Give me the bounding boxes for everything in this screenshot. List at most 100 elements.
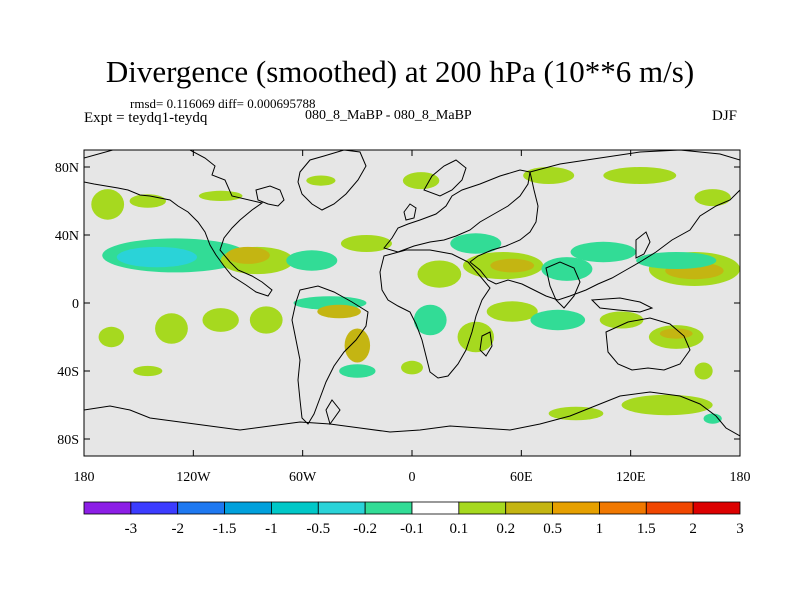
y-tick-label: 80N xyxy=(55,161,79,176)
coastline-antarctic-peninsula xyxy=(325,399,341,426)
anomaly-patch-7 xyxy=(694,189,731,207)
x-tick-label: 120W xyxy=(176,470,211,485)
anomaly-patch-4 xyxy=(402,172,440,190)
anomaly-patch-31 xyxy=(413,304,447,336)
coastline-hudson xyxy=(255,185,285,207)
coastline-north-america xyxy=(84,150,273,297)
anomaly-patch-29 xyxy=(344,328,371,363)
anomaly-patch-11 xyxy=(226,246,270,264)
coastline-asia xyxy=(469,150,740,301)
x-tick-label: 120E xyxy=(616,470,646,485)
x-tick-label: 180 xyxy=(730,470,751,485)
colorbar-label: -1 xyxy=(265,521,278,537)
anomaly-patch-3 xyxy=(306,175,336,186)
colorbar-label: -0.5 xyxy=(306,521,330,537)
y-tick-label: 40S xyxy=(57,365,79,380)
coastline-indonesia xyxy=(590,297,654,313)
coastline-antarctica xyxy=(84,391,740,437)
colorbar-swatch xyxy=(505,501,553,515)
anomaly-patch-33 xyxy=(457,321,494,353)
anomaly-patch-18 xyxy=(541,257,593,281)
colorbar-label: 0.1 xyxy=(449,521,468,537)
colorbar-swatch xyxy=(317,501,366,515)
anomaly-patch-19 xyxy=(570,241,637,263)
anomaly-patch-26 xyxy=(249,306,283,334)
y-tick-label: 80S xyxy=(57,433,79,448)
coastline-australia xyxy=(605,317,691,371)
chart-title: Divergence (smoothed) at 200 hPa (10**6 … xyxy=(105,54,695,89)
coastlines xyxy=(84,150,740,437)
coastline-uk xyxy=(403,203,417,221)
anomaly-patch-6 xyxy=(603,167,677,184)
y-tick-label: 0 xyxy=(72,297,79,312)
coastline-africa xyxy=(379,249,491,379)
anomaly-patch-17 xyxy=(490,258,535,273)
colorbar-swatch xyxy=(552,501,600,515)
colorbar-swatch xyxy=(130,501,179,515)
anomaly-patch-14 xyxy=(417,260,462,288)
coastline-greenland xyxy=(297,150,367,211)
anomaly-patch-22 xyxy=(636,252,717,269)
coastline-japan xyxy=(635,231,651,259)
colorbar-label: 1.5 xyxy=(637,521,656,537)
colorbar-swatch xyxy=(599,501,647,515)
season-label: DJF xyxy=(712,108,738,124)
anomaly-patch-28 xyxy=(317,304,361,319)
colorbar-swatch xyxy=(411,501,460,515)
colorbar-label: -0.1 xyxy=(400,521,424,537)
anomaly-patch-9 xyxy=(116,246,197,268)
colorbar-swatch xyxy=(224,501,272,515)
anomaly-patch-12 xyxy=(286,250,338,271)
coastline-madagascar xyxy=(479,331,493,357)
anomaly-patch-13 xyxy=(340,235,392,252)
x-tick-label: 0 xyxy=(409,470,416,485)
x-tick-label: 180 xyxy=(74,470,95,485)
anomaly-patch-0 xyxy=(91,189,125,220)
colorbar: -3 -2 -1.5 -1 -0.5 -0.2 -0.1 0.1 0.2 0.5 1 1.5 2 3 xyxy=(83,501,744,537)
anomaly-patch-42 xyxy=(703,413,722,424)
y-axis: 80N 40N 0 40S 80S xyxy=(55,161,740,448)
anomaly-layer xyxy=(91,167,740,424)
anomaly-patch-5 xyxy=(523,167,575,184)
x-tick-label: 60E xyxy=(510,470,533,485)
anomaly-patch-2 xyxy=(198,190,243,201)
colorbar-swatch xyxy=(83,501,132,515)
colorbar-label: 3 xyxy=(736,521,744,537)
anomaly-patch-15 xyxy=(450,233,502,254)
colorbar-label: 0.2 xyxy=(496,521,515,537)
coastline-scandinavia xyxy=(423,159,467,197)
colorbar-swatch xyxy=(692,501,741,515)
x-axis: 180 120W 60W 0 60E 120E 180 xyxy=(74,150,751,485)
colorbar-swatch xyxy=(645,501,694,515)
colorbar-swatch xyxy=(364,501,413,515)
stats-text: rmsd= 0.116069 diff= 0.000695788 xyxy=(130,96,316,111)
anomaly-patch-24 xyxy=(155,313,188,344)
anomaly-patch-41 xyxy=(621,394,713,416)
y-tick-label: 40N xyxy=(55,229,79,244)
anomaly-patch-43 xyxy=(133,365,163,377)
anomaly-patch-39 xyxy=(694,362,713,380)
colorbar-swatch xyxy=(177,501,225,515)
anomaly-patch-32 xyxy=(401,360,423,375)
anomaly-patch-38 xyxy=(659,328,693,339)
colorbar-label: -0.2 xyxy=(353,521,377,537)
colorbar-label: 1 xyxy=(596,521,604,537)
anomaly-patch-30 xyxy=(339,364,376,378)
colorbar-label: -2 xyxy=(171,521,184,537)
colorbar-label: -1.5 xyxy=(213,521,237,537)
colorbar-swatch xyxy=(458,501,507,515)
colorbar-label: 2 xyxy=(689,521,697,537)
colorbar-label: -3 xyxy=(125,521,138,537)
x-tick-label: 60W xyxy=(289,470,317,485)
case-label: 080_8_MaBP - 080_8_MaBP xyxy=(305,108,472,123)
coastline-south-america xyxy=(291,285,369,425)
anomaly-patch-34 xyxy=(486,301,538,322)
coastline-india xyxy=(545,261,581,309)
experiment-label: Expt = teydq1-teydq xyxy=(84,110,208,126)
colorbar-label: 0.5 xyxy=(543,521,562,537)
anomaly-patch-36 xyxy=(599,311,644,329)
anomaly-patch-25 xyxy=(202,308,239,332)
anomaly-patch-23 xyxy=(98,326,125,348)
anomaly-patch-35 xyxy=(530,309,586,331)
